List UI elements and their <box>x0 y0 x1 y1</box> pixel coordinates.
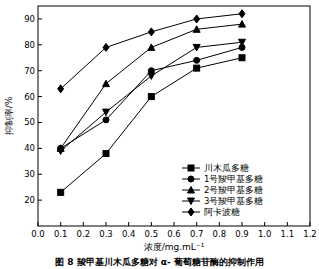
y-tick <box>38 96 42 97</box>
x-tick-label: 0.3 <box>99 229 113 239</box>
point <box>103 43 109 51</box>
point <box>193 26 200 33</box>
legend-marker <box>188 187 195 194</box>
legend: 川木瓜多糖1号羧甲基多糖2号羧甲基多糖3号羧甲基多糖阿卡波糖 <box>182 163 263 217</box>
point <box>194 15 200 23</box>
point <box>58 85 64 93</box>
chart-title: 图 8 羧甲基川木瓜多糖对 α- 葡萄糖苷酶的抑制作用 <box>55 257 264 267</box>
x-tick-label: 0.7 <box>190 229 204 239</box>
point <box>103 109 110 116</box>
point <box>103 117 109 123</box>
y-tick-label: 30 <box>24 169 35 179</box>
y-tick <box>38 44 42 45</box>
x-tick <box>242 222 243 226</box>
y-tick-label: 50 <box>24 117 35 127</box>
legend-label: 阿卡波糖 <box>204 207 240 217</box>
y-axis-title: 抑制率/% <box>4 96 14 135</box>
x-tick-label: 0.2 <box>77 229 91 239</box>
point <box>148 94 154 100</box>
point <box>239 10 245 18</box>
x-tick-label: 1.2 <box>303 229 317 239</box>
x-tick-label: 0.4 <box>122 229 136 239</box>
x-tick-label: 0.5 <box>145 229 159 239</box>
x-tick-label: 1.0 <box>258 229 272 239</box>
point <box>239 21 246 28</box>
y-tick <box>38 174 42 175</box>
point <box>103 151 109 157</box>
point <box>148 44 155 51</box>
point <box>194 65 200 71</box>
point <box>193 44 200 51</box>
legend-marker <box>188 176 194 182</box>
series-line <box>61 47 242 148</box>
series-line <box>61 24 242 148</box>
point <box>148 73 155 80</box>
series-line <box>61 14 242 89</box>
point <box>194 57 200 63</box>
x-tick-label: 0.6 <box>167 229 181 239</box>
x-tick <box>219 222 220 226</box>
legend-label: 2号羧甲基多糖 <box>204 185 263 195</box>
legend-marker <box>188 208 194 216</box>
legend-marker <box>188 198 195 205</box>
point <box>57 148 64 155</box>
x-tick-label: 1.1 <box>281 229 295 239</box>
x-tick <box>264 222 265 226</box>
legend-label: 1号羧甲基多糖 <box>204 174 263 184</box>
legend-marker <box>188 165 194 171</box>
y-tick-label: 70 <box>24 66 35 76</box>
x-tick <box>310 222 311 226</box>
y-tick <box>38 122 42 123</box>
x-tick <box>106 222 107 226</box>
y-tick-label: 90 <box>24 14 35 24</box>
y-tick <box>38 148 42 149</box>
y-tick <box>38 70 42 71</box>
x-tick <box>151 222 152 226</box>
legend-label: 川木瓜多糖 <box>204 163 249 173</box>
point <box>58 189 64 195</box>
series-line <box>61 42 242 151</box>
y-tick-label: 20 <box>24 195 35 205</box>
y-tick-label: 40 <box>24 143 35 153</box>
x-tick <box>174 222 175 226</box>
x-tick <box>83 222 84 226</box>
x-tick-label: 0.8 <box>213 229 227 239</box>
x-tick-label: 0.0 <box>31 229 45 239</box>
point <box>239 55 245 61</box>
x-tick <box>287 222 288 226</box>
legend-label: 3号羧甲基多糖 <box>204 196 263 206</box>
x-tick-label: 0.9 <box>235 229 249 239</box>
point <box>103 80 110 87</box>
point <box>239 39 246 46</box>
x-tick <box>60 222 61 226</box>
y-tick-label: 80 <box>24 40 35 50</box>
x-tick <box>196 222 197 226</box>
plot-frame <box>38 6 310 226</box>
x-tick-label: 0.1 <box>54 229 68 239</box>
x-tick <box>38 222 39 226</box>
x-tick <box>128 222 129 226</box>
chart: 0.0 0.1 0.2 0.3 0.4 0.5 0.6 0.7 0.8 0.9 1.0 1.1 1.2 2… <box>0 0 319 269</box>
point <box>148 28 154 36</box>
y-tick <box>38 18 42 19</box>
y-tick <box>38 200 42 201</box>
y-tick-label: 60 <box>24 92 35 102</box>
x-axis-title: 浓度/mg.mL⁻¹ <box>144 242 205 252</box>
